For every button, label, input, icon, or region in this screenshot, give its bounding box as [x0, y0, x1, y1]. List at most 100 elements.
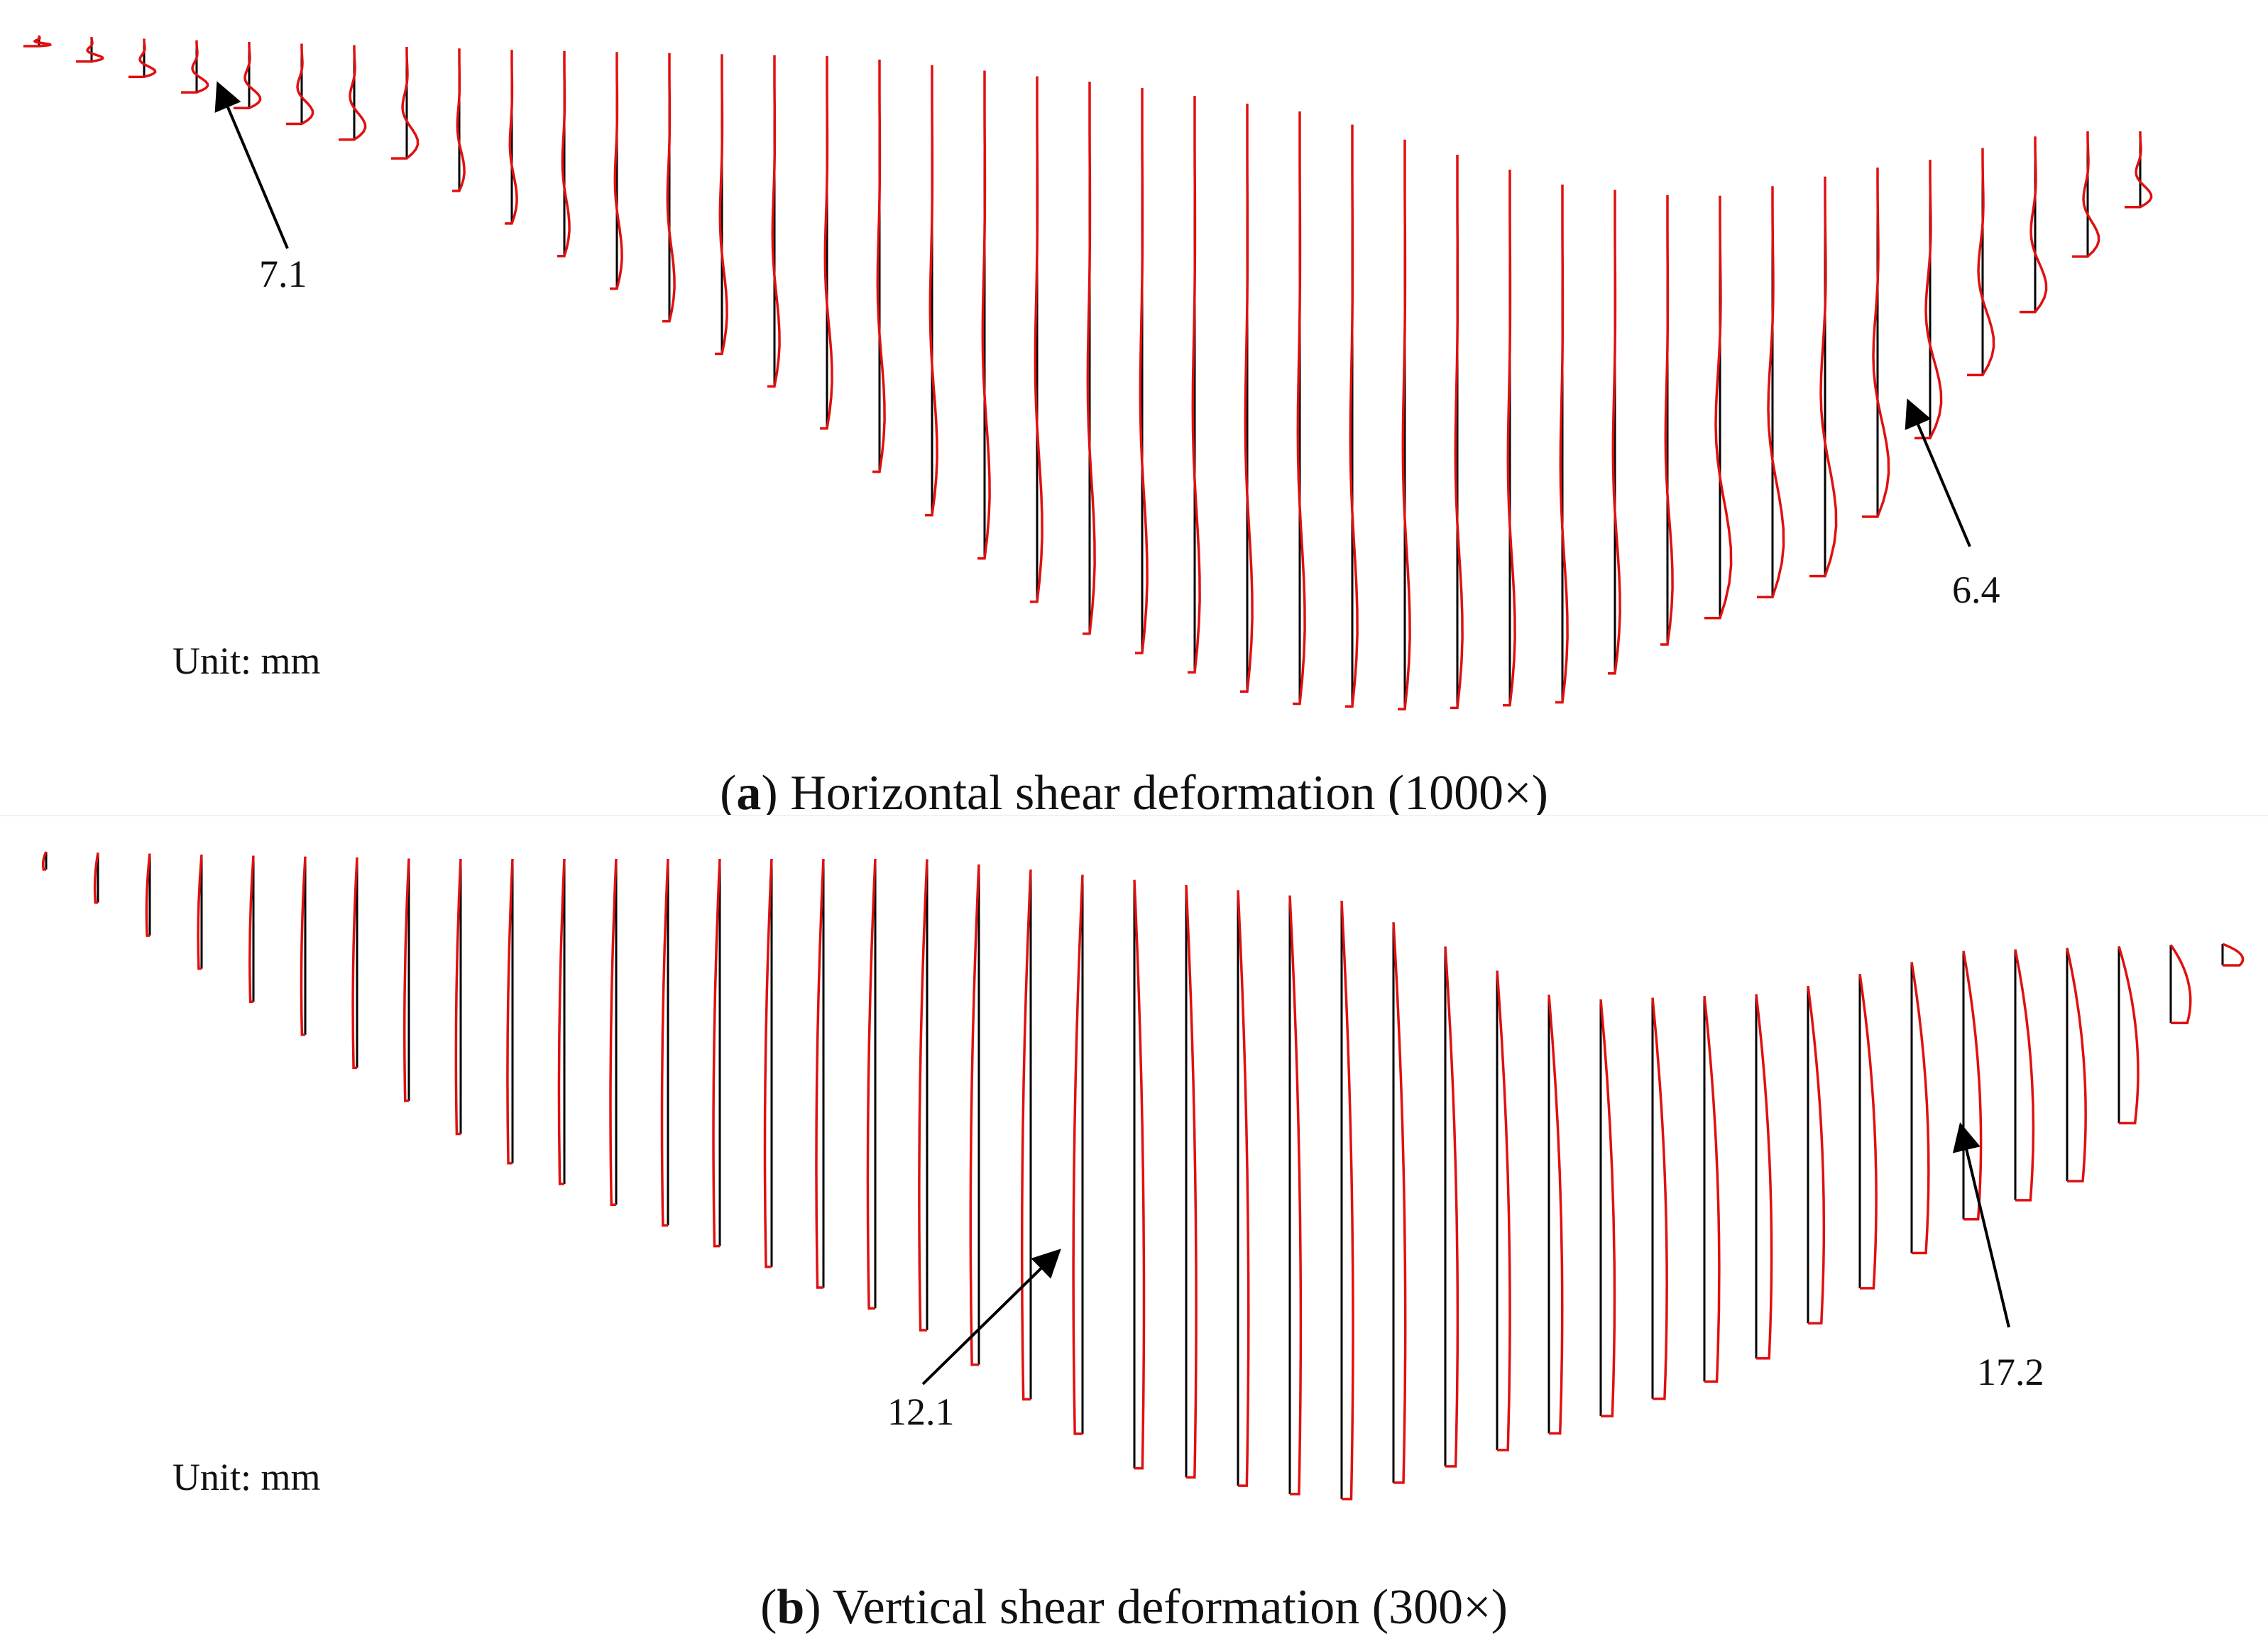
- deformation-profile-b: [1185, 885, 1198, 1479]
- deformation-profile-a: [451, 48, 466, 192]
- deformation-profile-a: [1082, 82, 1096, 635]
- deformation-profile-a: [234, 42, 262, 110]
- deformation-profile-b: [506, 858, 514, 1165]
- annotation-arrow-12-1: [921, 1249, 1061, 1386]
- vertical-shear-diagram: [41, 851, 2245, 1501]
- deformation-profile-a: [1914, 160, 1943, 439]
- deformation-profile-a: [1809, 176, 1838, 578]
- unit-label-b: Unit: mm: [172, 1456, 321, 1498]
- deformation-profile-a: [1134, 88, 1149, 654]
- deformation-profile-a: [767, 55, 781, 388]
- deformation-profile-b: [2014, 949, 2035, 1202]
- deformation-profile-a: [977, 70, 991, 560]
- deformation-profile-a: [1239, 104, 1254, 693]
- deformation-profile-a: [1397, 139, 1411, 711]
- deformation-profile-a: [1660, 194, 1674, 646]
- shear-profiles-b: [41, 851, 2245, 1501]
- deformation-profile-b: [145, 853, 151, 937]
- deformation-profile-b: [866, 858, 877, 1310]
- deformation-profile-b: [1133, 879, 1146, 1470]
- annotation-arrow-17-2: [1952, 1122, 2010, 1328]
- deformation-profile-a: [1967, 148, 1995, 377]
- deformation-profile-a: [390, 47, 420, 160]
- deformation-profile-b: [1392, 922, 1407, 1484]
- deformation-profile-b: [660, 858, 669, 1227]
- deformation-profile-a: [819, 56, 833, 430]
- deformation-profile-b: [1288, 895, 1303, 1496]
- caption-a: (a) Horizontal shear deformation (1000×): [720, 766, 1548, 821]
- horizontal-shear-diagram: [23, 35, 2153, 711]
- deformation-profile-a: [1029, 76, 1043, 603]
- deformation-profile-b: [1237, 890, 1250, 1487]
- annotation-label-6-4: 6.4: [1952, 569, 2000, 611]
- deformation-profile-a: [872, 60, 886, 473]
- deformation-profile-a: [1344, 124, 1359, 708]
- deformation-profile-b: [2066, 948, 2087, 1183]
- unit-label-a: Unit: mm: [172, 640, 321, 682]
- deformation-profile-a: [23, 35, 53, 48]
- deformation-profile-b: [1599, 999, 1616, 1417]
- deformation-profile-a: [1188, 96, 1201, 674]
- deformation-profile-b: [712, 858, 721, 1248]
- deformation-profile-b: [815, 858, 825, 1289]
- panel-separator: [0, 815, 2268, 817]
- deformation-profile-b: [41, 851, 48, 871]
- deformation-profile-b: [454, 858, 462, 1136]
- deformation-profile-a: [504, 50, 518, 225]
- deformation-profile-b: [2118, 945, 2140, 1125]
- deformation-profile-b: [1703, 996, 1721, 1383]
- annotation-label-12-1: 12.1: [887, 1391, 955, 1433]
- deformation-profile-a: [662, 53, 676, 323]
- deformation-profile-b: [2169, 944, 2192, 1024]
- annotation-arrow-6-4: [1905, 398, 1971, 547]
- caption-a-text: Horizontal shear deformation (1000×): [790, 766, 1548, 821]
- panel-a: 7.1 6.4 Unit: mm (a) Horizontal shear de…: [0, 0, 2268, 821]
- deformation-profile-a: [339, 45, 367, 141]
- deformation-profile-a: [286, 43, 314, 126]
- deformation-profile-a: [128, 38, 157, 79]
- deformation-profile-b: [300, 856, 307, 1036]
- caption-b-text: Vertical shear deformation (300×): [832, 1580, 1508, 1635]
- deformation-profile-b: [93, 852, 99, 904]
- deformation-profile-a: [557, 50, 571, 258]
- caption-b: (b) Vertical shear deformation (300×): [760, 1580, 1508, 1635]
- deformation-profile-b: [1496, 970, 1511, 1452]
- caption-a-letter: a: [736, 766, 762, 821]
- deformation-profile-a: [1292, 111, 1306, 706]
- shear-profiles-a: [23, 35, 2153, 711]
- deformation-profile-a: [1862, 168, 1890, 518]
- deformation-profile-a: [1555, 185, 1569, 704]
- deformation-profile-b: [248, 855, 255, 1003]
- deformation-profile-b: [402, 858, 410, 1102]
- deformation-profile-b: [609, 858, 618, 1206]
- deformation-profile-b: [1910, 962, 1930, 1255]
- deformation-profile-a: [75, 37, 104, 63]
- deformation-profile-b: [763, 858, 773, 1268]
- deformation-profile-b: [1651, 997, 1668, 1400]
- deformation-profile-a: [1607, 190, 1621, 675]
- deformation-profile-b: [1547, 994, 1564, 1435]
- deformation-profile-a: [609, 52, 623, 290]
- deformation-profile-b: [197, 854, 203, 970]
- deformation-profile-b: [1807, 985, 1826, 1325]
- deformation-profile-b: [1340, 900, 1354, 1501]
- annotation-label-17-2: 17.2: [1977, 1351, 2044, 1393]
- deformation-profile-a: [2071, 131, 2100, 258]
- deformation-profile-b: [1444, 946, 1459, 1468]
- deformation-profile-a: [2020, 136, 2048, 314]
- deformation-profile-b: [1755, 994, 1773, 1360]
- deformation-profile-b: [918, 859, 928, 1332]
- deformation-profile-a: [1502, 170, 1516, 707]
- deformation-profile-a: [1704, 195, 1733, 620]
- deformation-profile-b: [1858, 974, 1878, 1290]
- annotation-label-7-1: 7.1: [259, 253, 307, 295]
- deformation-profile-b: [2222, 943, 2245, 967]
- panel-b: 12.1 17.2 Unit: mm (b) Vertical shear de…: [0, 816, 2268, 1651]
- deformation-profile-a: [181, 40, 209, 94]
- deformation-profile-b: [557, 858, 566, 1185]
- deformation-profile-b: [969, 864, 980, 1366]
- deformation-profile-a: [714, 54, 728, 356]
- deformation-profile-b: [351, 857, 358, 1070]
- deformation-profile-b: [1072, 874, 1084, 1435]
- deformation-profile-a: [924, 65, 938, 517]
